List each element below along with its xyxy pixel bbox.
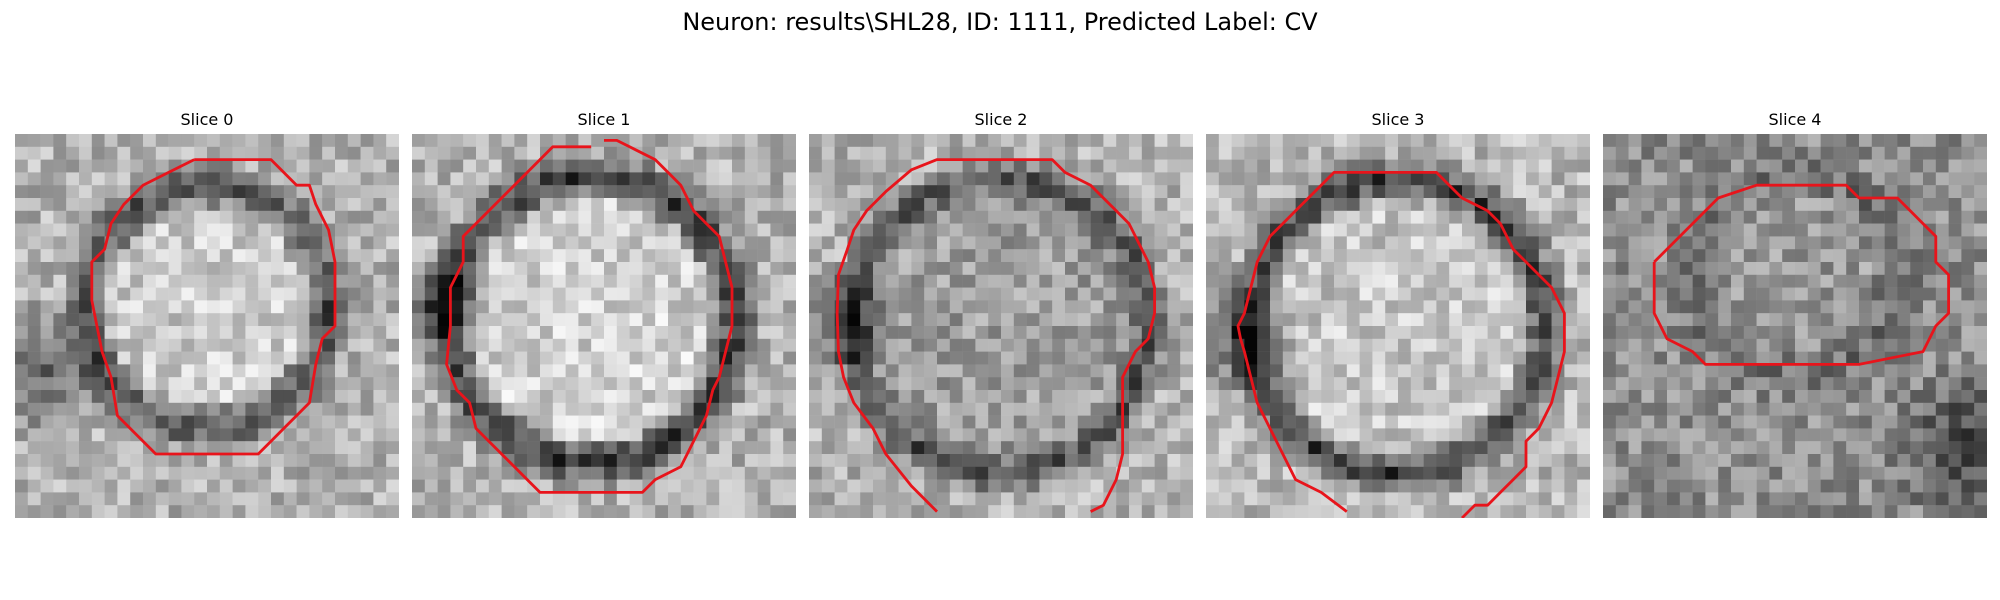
- slice-title: Slice 1: [577, 110, 631, 129]
- micrograph-pixels: [1206, 134, 1590, 518]
- slice-title: Slice 3: [1371, 110, 1425, 129]
- slice-panel-2: Slice 2: [809, 110, 1193, 518]
- segmentation-contour: [835, 158, 1157, 513]
- micrograph-pixels: [809, 134, 1193, 518]
- slice-image: [412, 134, 796, 518]
- segmentation-contour: [445, 138, 734, 494]
- segmentation-contour: [1652, 183, 1951, 366]
- micrograph-pixels: [15, 134, 399, 518]
- micrograph-pixels: [1603, 134, 1987, 518]
- figure-title: Neuron: results\SHL28, ID: 1111, Predict…: [682, 8, 1318, 36]
- slice-image: [809, 134, 1193, 518]
- slice-panel-1: Slice 1: [412, 110, 796, 518]
- slice-image: [1206, 134, 1590, 518]
- slice-title: Slice 2: [974, 110, 1028, 129]
- slice-title: Slice 4: [1768, 110, 1822, 129]
- segmentation-contour: [90, 158, 337, 456]
- slice-panel-0: Slice 0: [15, 110, 399, 518]
- slice-image: [1603, 134, 1987, 518]
- slice-image: [15, 134, 399, 518]
- slice-panel-3: Slice 3: [1206, 110, 1590, 518]
- micrograph-pixels: [412, 134, 796, 518]
- segmentation-contour: [1236, 170, 1566, 518]
- slice-panel-4: Slice 4: [1603, 110, 1987, 518]
- slice-title: Slice 0: [180, 110, 234, 129]
